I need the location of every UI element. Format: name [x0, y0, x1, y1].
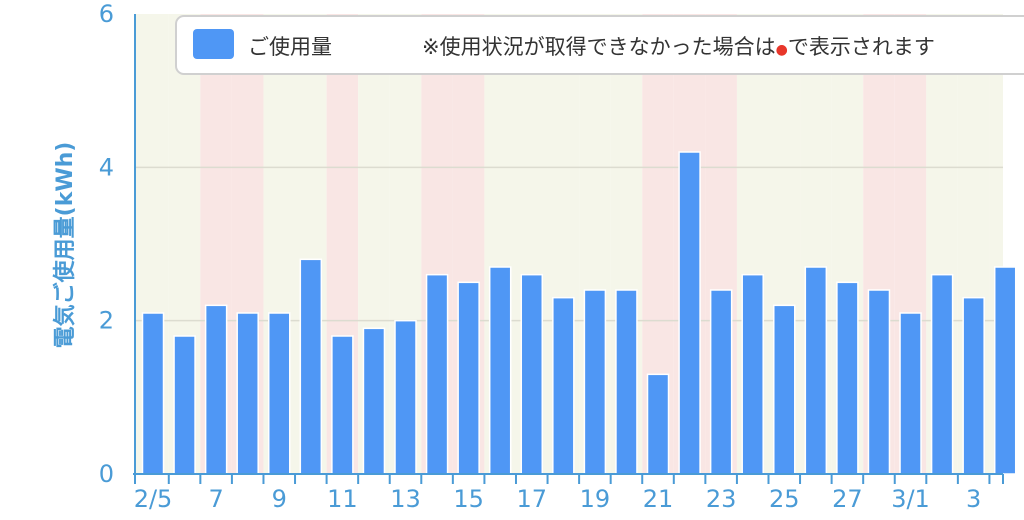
bar-2/14 [425, 273, 449, 475]
x-tick-label: 21 [643, 485, 674, 513]
bar-2/22 [678, 151, 701, 475]
bar-2/28 [867, 289, 891, 475]
legend-box [175, 15, 1024, 75]
legend-series-label: ご使用量 [248, 35, 332, 59]
y-tick-label: 4 [99, 153, 114, 181]
y-tick-labels: 0 2 4 6 [99, 0, 114, 488]
x-tick-label: 19 [580, 485, 611, 513]
missing-data-dot-icon: ● [776, 42, 788, 58]
x-tick-labels: 2/5 7 9 11 13 15 17 19 21 23 25 27 3/1 3 [134, 485, 982, 513]
legend: ご使用量 ※使用状況が取得できなかった場合は●で表示されます [175, 15, 1024, 75]
x-tick-label: 3/1 [891, 485, 930, 513]
y-tick-label: 2 [99, 307, 114, 335]
bar-2/23 [709, 289, 733, 475]
axes [133, 14, 1004, 484]
bar-2/24 [741, 273, 764, 475]
bar-2/8 [236, 312, 259, 475]
bar-2/16 [488, 266, 512, 475]
x-tick-label: 2/5 [134, 485, 173, 513]
bar-2/26 [804, 266, 828, 475]
bar-3/2 [930, 273, 954, 475]
y-tick-label: 0 [99, 460, 114, 488]
x-tick-label: 9 [272, 485, 287, 513]
bar-3/1 [899, 312, 922, 475]
bar-2/9 [268, 312, 291, 475]
bar-2/10 [299, 258, 323, 475]
x-tick-label: 25 [769, 485, 800, 513]
x-tick-label: 27 [832, 485, 863, 513]
legend-note-prefix: ※使用状況が取得できなかった場合は [422, 35, 776, 59]
bar-3/4 [993, 266, 1017, 475]
bar-2/18 [552, 296, 575, 475]
y-axis-label: 電気ご使用量(kWh) [52, 142, 78, 349]
bar-2/17 [520, 273, 544, 475]
bar-2/12 [362, 327, 386, 475]
bar-2/7 [204, 304, 228, 475]
legend-swatch [193, 29, 234, 59]
x-tick-label: 11 [327, 485, 358, 513]
bar-2/25 [773, 304, 796, 475]
bar-2/11 [331, 335, 354, 475]
bar-2/15 [457, 281, 480, 475]
y-tick-label: 6 [99, 0, 114, 28]
bar-2/20 [615, 289, 638, 475]
bar-2/27 [836, 281, 859, 475]
legend-note-suffix: で表示されます [788, 35, 935, 59]
x-tick-label: 7 [208, 485, 223, 513]
bar-3/3 [962, 296, 985, 475]
x-tick-label: 23 [706, 485, 737, 513]
legend-note: ※使用状況が取得できなかった場合は●で表示されます [422, 35, 935, 59]
x-tick-label: 15 [453, 485, 484, 513]
bar-2/5 [141, 312, 165, 475]
bars [141, 151, 1017, 475]
bar-2/6 [173, 335, 196, 475]
x-tick-label: 13 [390, 485, 421, 513]
x-tick-label: 17 [516, 485, 547, 513]
bar-2/21 [646, 373, 670, 475]
x-tick-label: 3 [966, 485, 981, 513]
bar-2/13 [394, 319, 417, 475]
bar-2/19 [583, 289, 607, 475]
